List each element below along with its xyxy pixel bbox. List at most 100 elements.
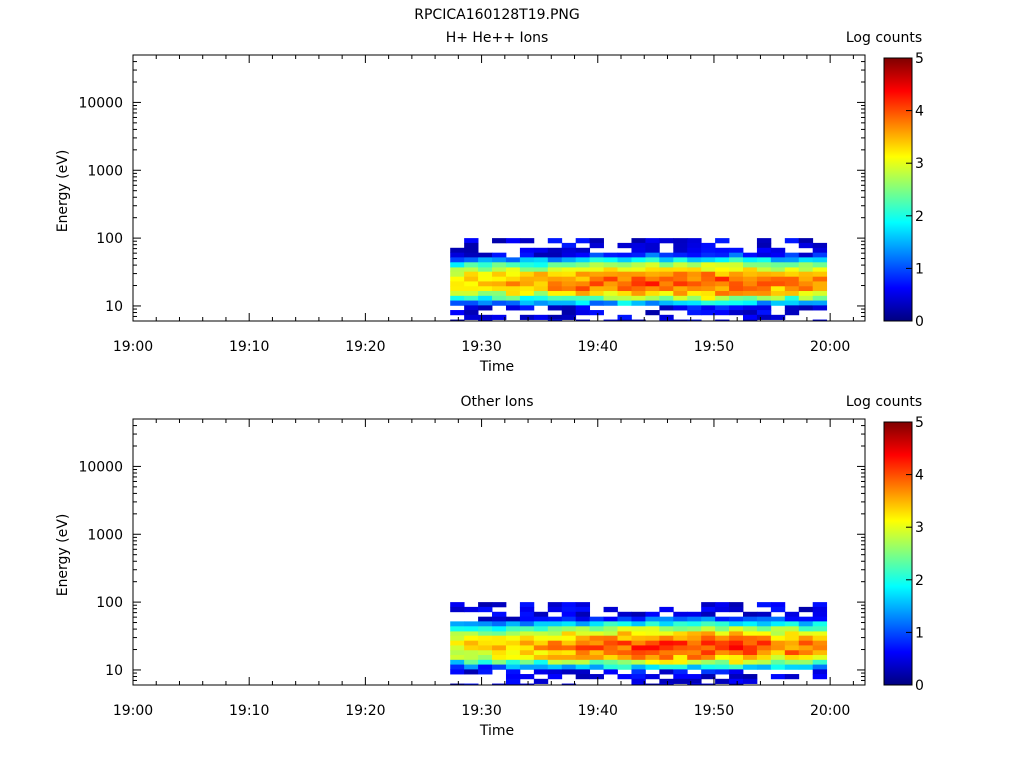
spectrogram-cell <box>589 621 604 627</box>
spectrogram-cell <box>673 650 688 656</box>
spectrogram-cell <box>547 252 563 258</box>
spectrogram-cell <box>464 650 479 656</box>
spectrogram-cell <box>743 286 758 292</box>
spectrogram-cell <box>701 281 716 287</box>
spectrogram-cell <box>756 664 772 670</box>
spectrogram-cell <box>812 247 828 254</box>
spectrogram-cell <box>505 650 521 656</box>
spectrogram-cell <box>478 635 493 642</box>
x-tick-label: 20:00 <box>810 703 850 719</box>
spectrogram-cell <box>770 645 786 651</box>
spectrogram-cell <box>589 271 604 278</box>
spectrogram-cell <box>729 626 744 632</box>
spectrogram-cell <box>631 252 646 258</box>
spectrogram-cell <box>715 645 730 651</box>
spectrogram-cell <box>645 295 660 301</box>
spectrogram-cell <box>478 621 493 627</box>
spectrogram-cell <box>743 257 758 263</box>
spectrogram-cell <box>729 257 744 263</box>
spectrogram-cell <box>715 659 730 665</box>
spectrogram-cell <box>589 295 604 301</box>
spectrogram-cell <box>631 669 646 675</box>
spectrogram-cell <box>659 267 674 273</box>
spectrogram-cell <box>701 291 716 297</box>
spectrogram-cell <box>812 606 828 613</box>
spectrogram-cell <box>547 659 563 665</box>
spectrogram-cell <box>492 659 507 665</box>
spectrogram-cell <box>770 640 786 646</box>
spectrogram-cell <box>756 276 772 282</box>
spectrogram-cell <box>631 616 646 622</box>
spectrogram-cell <box>756 247 772 254</box>
spectrogram-cell <box>701 674 716 680</box>
spectrogram-cell <box>812 611 828 618</box>
axis-ticks <box>132 418 865 686</box>
spectrogram-cell <box>659 669 674 675</box>
spectrogram-cell <box>756 650 772 656</box>
spectrogram-cell <box>575 650 591 656</box>
spectrogram-cell <box>673 242 688 249</box>
spectrogram-cell <box>603 295 618 301</box>
y-tick-label: 10 <box>105 663 123 679</box>
spectrogram-cell <box>631 238 646 244</box>
spectrogram-cell <box>519 305 535 311</box>
spectrogram-cell <box>812 267 828 273</box>
spectrogram-cell <box>770 247 786 254</box>
spectrogram-cell <box>798 267 814 273</box>
spectrogram-cell <box>631 319 646 322</box>
spectrogram-cell <box>798 631 814 637</box>
spectrogram-cell <box>505 300 521 306</box>
spectrogram-cell <box>603 300 618 306</box>
spectrogram-cell <box>659 621 674 627</box>
spectrogram-cell <box>589 238 604 244</box>
spectrogram-cell <box>701 286 716 292</box>
y-axis-label: Energy (eV) <box>55 514 71 597</box>
spectrogram-cell <box>450 310 465 316</box>
spectrogram-cell <box>561 631 577 637</box>
spectrogram-cell <box>533 286 549 292</box>
spectrogram-cell <box>519 257 535 263</box>
spectrogram-cell <box>617 645 632 651</box>
spectrogram-cell <box>770 276 786 282</box>
colorbar-tick-label: 3 <box>915 520 924 536</box>
spectrogram-cell <box>533 645 549 651</box>
spectrogram-cell <box>603 631 618 637</box>
spectrogram-cell <box>561 611 577 618</box>
spectrogram-cell <box>701 242 716 249</box>
spectrogram-cell <box>729 678 744 684</box>
spectrogram-cell <box>673 271 688 278</box>
spectrogram-cell <box>464 252 479 258</box>
spectrogram-cell <box>798 664 814 670</box>
spectrogram-cell <box>575 621 591 627</box>
spectrogram-cell <box>505 281 521 287</box>
spectrogram-cell <box>603 640 618 646</box>
spectrogram-cell <box>450 606 465 613</box>
spectrogram-cell <box>798 650 814 656</box>
spectrogram-cell <box>505 659 521 665</box>
spectrogram-cell <box>798 305 814 311</box>
spectrogram-cell <box>478 314 493 320</box>
spectrogram-cell <box>464 683 479 686</box>
spectrogram-cell <box>575 291 591 297</box>
spectrogram-cell <box>812 257 828 263</box>
spectrogram-cell <box>533 635 549 642</box>
spectrogram-cell <box>645 659 660 665</box>
spectrogram-cell <box>659 678 674 684</box>
spectrogram-cell <box>687 626 702 632</box>
spectrogram-cell <box>701 310 716 316</box>
spectrogram-cell <box>533 276 549 282</box>
spectrogram-cell <box>533 247 549 254</box>
spectrogram-cell <box>687 635 702 642</box>
spectrogram-cell <box>478 305 493 311</box>
spectrogram-cell <box>450 640 465 646</box>
spectrogram-cell <box>561 606 577 613</box>
spectrogram-cell <box>492 271 507 278</box>
spectrogram-cell <box>519 631 535 637</box>
spectrogram-cell <box>519 314 535 320</box>
spectrogram-cell <box>659 650 674 656</box>
colorbar: Log counts 0 1 2 3 4 5 <box>846 394 924 694</box>
y-tick-label: 1000 <box>87 527 123 543</box>
spectrogram-cell <box>729 650 744 656</box>
spectrogram-cell <box>519 611 535 618</box>
spectrogram-cell <box>729 291 744 297</box>
